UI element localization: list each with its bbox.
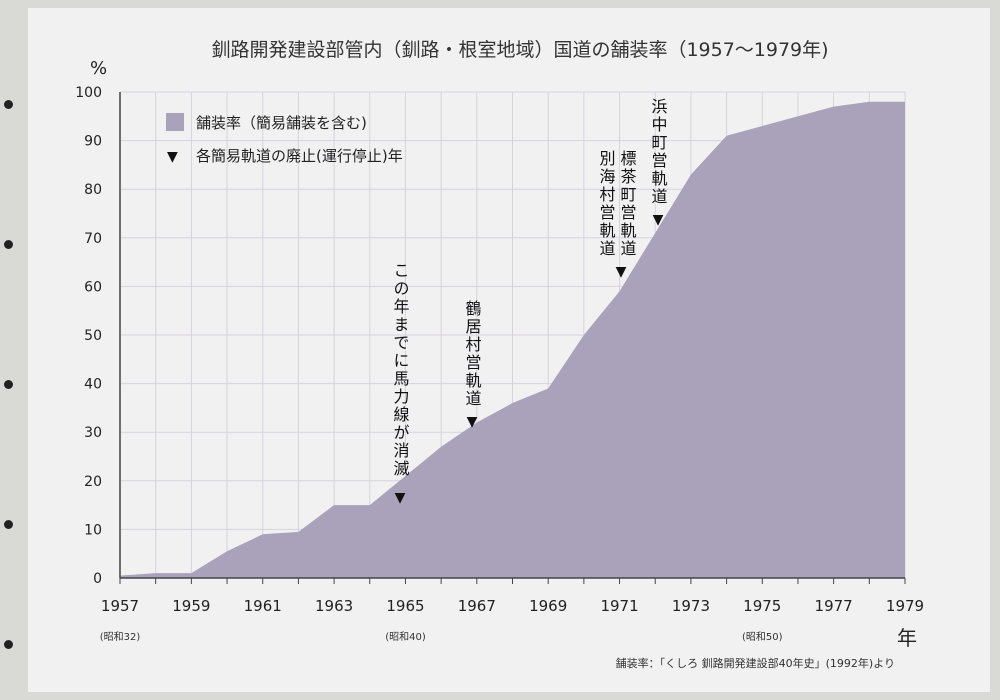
legend-swatch xyxy=(166,113,184,131)
chart-title: 釧路開発建設部管内（釧路・根室地域）国道の舗装率（1957〜1979年) xyxy=(211,39,828,61)
y-tick-label: 10 xyxy=(84,522,102,538)
legend-area-label: 舗装率（簡易舗装を含む) xyxy=(196,114,367,132)
y-tick-label: 30 xyxy=(84,425,102,441)
x-axis-label: 年 xyxy=(897,626,917,650)
binder-hole xyxy=(4,520,13,529)
y-tick-label: 50 xyxy=(84,328,102,344)
x-tick-label: 1959 xyxy=(172,597,210,615)
x-tick-label: 1973 xyxy=(672,597,710,615)
legend-marker-label: 各簡易軌道の廃止(運行停止)年 xyxy=(196,147,403,165)
annotation-label: 浜中町営軌道 xyxy=(649,98,668,206)
x-tick-label: 1961 xyxy=(244,597,282,615)
y-tick-label: 100 xyxy=(75,85,102,101)
annotation-label: 鶴居村営軌道 xyxy=(463,300,482,408)
x-tick-label: 1969 xyxy=(529,597,567,615)
x-tick-label: 1967 xyxy=(458,597,496,615)
binder-hole xyxy=(4,380,13,389)
abolition-marker-icon: ▼ xyxy=(467,414,478,430)
abolition-marker-icon: ▼ xyxy=(395,490,406,506)
abolition-marker-icon: ▼ xyxy=(653,212,664,228)
y-axis-label: % xyxy=(90,58,107,79)
binder-hole xyxy=(4,100,13,109)
y-tick-label: 60 xyxy=(84,279,102,295)
annotation-label: 別海村営軌道 xyxy=(597,150,616,258)
x-tick-label: 1975 xyxy=(743,597,781,615)
x-tick-label: 1963 xyxy=(315,597,353,615)
binder-hole xyxy=(4,640,13,649)
y-tick-label: 80 xyxy=(84,182,102,198)
annotation-label: この年までに馬力線が消滅 xyxy=(391,262,410,478)
era-label: (昭和32) xyxy=(100,631,141,643)
area-series xyxy=(120,101,905,578)
x-tick-label: 1971 xyxy=(600,597,638,615)
y-tick-label: 70 xyxy=(84,231,102,247)
annotation-label: 標茶町営軌道 xyxy=(618,150,637,258)
y-tick-label: 20 xyxy=(84,474,102,490)
y-tick-label: 90 xyxy=(84,134,102,150)
binder-hole xyxy=(4,240,13,249)
y-tick-label: 40 xyxy=(84,377,102,393)
era-label: (昭和40) xyxy=(385,631,426,643)
abolition-marker-icon: ▼ xyxy=(616,264,627,280)
source-note: 舗装率：「くしろ 釧路開発建設部40年史」(1992年)より xyxy=(616,656,895,670)
x-tick-label: 1979 xyxy=(886,597,924,615)
x-tick-label: 1957 xyxy=(101,597,139,615)
x-tick-label: 1965 xyxy=(386,597,424,615)
x-tick-label: 1977 xyxy=(815,597,853,615)
y-tick-label: 0 xyxy=(93,571,102,587)
era-label: (昭和50) xyxy=(742,631,783,643)
legend-marker-icon: ▼ xyxy=(167,149,178,165)
